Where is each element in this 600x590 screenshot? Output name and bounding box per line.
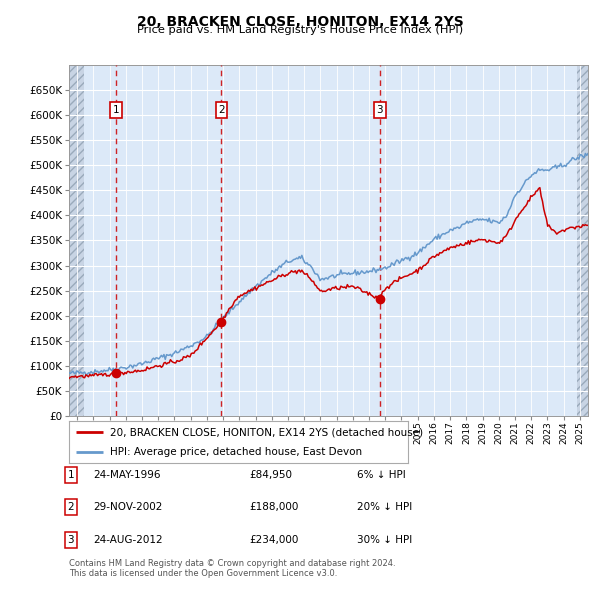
Bar — [69, 65, 83, 416]
Text: 2: 2 — [67, 503, 74, 512]
Text: This data is licensed under the Open Government Licence v3.0.: This data is licensed under the Open Gov… — [69, 569, 337, 578]
Text: 20, BRACKEN CLOSE, HONITON, EX14 2YS (detached house): 20, BRACKEN CLOSE, HONITON, EX14 2YS (de… — [110, 427, 423, 437]
Text: £84,950: £84,950 — [249, 470, 292, 480]
Text: 24-AUG-2012: 24-AUG-2012 — [93, 535, 163, 545]
Text: 3: 3 — [376, 105, 383, 115]
Text: 2: 2 — [218, 105, 225, 115]
Bar — [577, 65, 588, 416]
Text: 1: 1 — [67, 470, 74, 480]
Text: 24-MAY-1996: 24-MAY-1996 — [93, 470, 161, 480]
Text: HPI: Average price, detached house, East Devon: HPI: Average price, detached house, East… — [110, 447, 362, 457]
Text: £188,000: £188,000 — [249, 503, 298, 512]
Text: 20% ↓ HPI: 20% ↓ HPI — [357, 503, 412, 512]
Text: 6% ↓ HPI: 6% ↓ HPI — [357, 470, 406, 480]
Text: 30% ↓ HPI: 30% ↓ HPI — [357, 535, 412, 545]
Text: Price paid vs. HM Land Registry's House Price Index (HPI): Price paid vs. HM Land Registry's House … — [137, 25, 463, 35]
Text: 1: 1 — [113, 105, 119, 115]
Text: 29-NOV-2002: 29-NOV-2002 — [93, 503, 163, 512]
Text: 3: 3 — [67, 535, 74, 545]
Text: £234,000: £234,000 — [249, 535, 298, 545]
Text: 20, BRACKEN CLOSE, HONITON, EX14 2YS: 20, BRACKEN CLOSE, HONITON, EX14 2YS — [137, 15, 463, 29]
Text: Contains HM Land Registry data © Crown copyright and database right 2024.: Contains HM Land Registry data © Crown c… — [69, 559, 395, 568]
